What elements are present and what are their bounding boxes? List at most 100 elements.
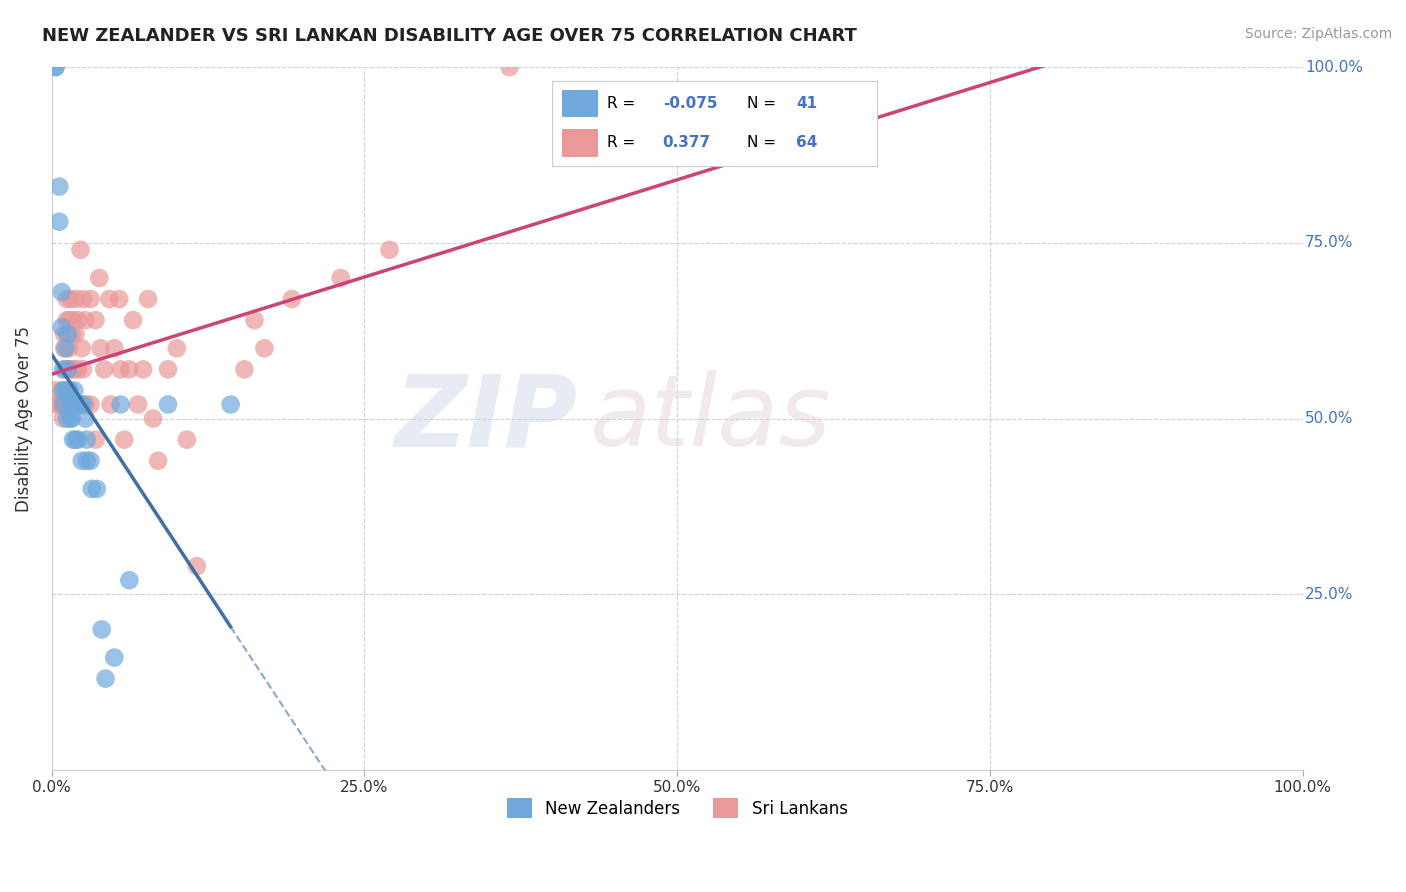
Point <box>253 341 276 355</box>
Text: 50.0%: 50.0% <box>1305 411 1354 426</box>
Point <box>65 433 87 447</box>
Point <box>51 285 73 299</box>
Point <box>79 292 101 306</box>
Point <box>79 454 101 468</box>
Point <box>55 384 77 398</box>
Point <box>84 433 107 447</box>
Point <box>70 341 93 355</box>
Point <box>60 411 83 425</box>
Point <box>75 411 97 425</box>
Point <box>60 327 83 342</box>
Text: 25.0%: 25.0% <box>1305 587 1354 602</box>
Point <box>59 292 82 306</box>
Point <box>72 397 94 411</box>
Point <box>52 411 75 425</box>
Point <box>69 397 91 411</box>
Point <box>59 411 82 425</box>
Point <box>52 397 75 411</box>
Point <box>70 454 93 468</box>
Point <box>75 397 97 411</box>
Point <box>84 313 107 327</box>
Point <box>89 271 111 285</box>
Point <box>66 313 89 327</box>
Point <box>93 362 115 376</box>
Point <box>60 362 83 376</box>
Point <box>48 397 70 411</box>
Point <box>56 362 79 376</box>
Point <box>45 397 67 411</box>
Point <box>53 341 76 355</box>
Point <box>66 397 89 411</box>
Point <box>55 341 77 355</box>
Point <box>55 327 77 342</box>
Point <box>55 292 77 306</box>
Point <box>72 292 94 306</box>
Point <box>56 397 79 411</box>
Point <box>56 327 79 342</box>
Point <box>66 362 89 376</box>
Point <box>52 397 75 411</box>
Text: atlas: atlas <box>589 370 831 467</box>
Point <box>62 433 84 447</box>
Point <box>110 397 132 411</box>
Point <box>63 397 86 411</box>
Point <box>127 397 149 411</box>
Point <box>142 411 165 425</box>
Point <box>98 292 121 306</box>
Point <box>157 397 180 411</box>
Point <box>58 384 80 398</box>
Point <box>53 327 76 342</box>
Point <box>110 362 132 376</box>
Point <box>75 313 97 327</box>
Point <box>72 362 94 376</box>
Point <box>146 454 169 468</box>
Point <box>55 362 77 376</box>
Point <box>243 313 266 327</box>
Point <box>56 362 79 376</box>
Point <box>112 433 135 447</box>
Point <box>55 397 77 411</box>
Point <box>65 327 87 342</box>
Point <box>63 362 86 376</box>
Text: Source: ZipAtlas.com: Source: ZipAtlas.com <box>1244 27 1392 41</box>
Legend: New Zealanders, Sri Lankans: New Zealanders, Sri Lankans <box>501 791 855 825</box>
Text: ZIP: ZIP <box>394 370 576 467</box>
Text: 100.0%: 100.0% <box>1305 60 1364 75</box>
Point <box>63 384 86 398</box>
Point <box>66 433 89 447</box>
Point <box>58 404 80 418</box>
Point <box>122 313 145 327</box>
Point <box>176 433 198 447</box>
Point <box>90 341 112 355</box>
Point <box>44 60 66 74</box>
Point <box>90 623 112 637</box>
Point <box>69 243 91 257</box>
Point <box>94 672 117 686</box>
Point <box>132 362 155 376</box>
Point <box>108 292 131 306</box>
Point <box>136 292 159 306</box>
Point <box>498 60 520 74</box>
Point <box>44 60 66 74</box>
Point <box>86 482 108 496</box>
Text: 75.0%: 75.0% <box>1305 235 1354 251</box>
Point <box>186 559 208 574</box>
Point <box>166 341 188 355</box>
Point <box>52 362 75 376</box>
Point <box>103 341 125 355</box>
Point <box>48 215 70 229</box>
Point <box>219 397 242 411</box>
Point <box>118 573 141 587</box>
Point <box>55 313 77 327</box>
Text: NEW ZEALANDER VS SRI LANKAN DISABILITY AGE OVER 75 CORRELATION CHART: NEW ZEALANDER VS SRI LANKAN DISABILITY A… <box>42 27 858 45</box>
Y-axis label: Disability Age Over 75: Disability Age Over 75 <box>15 326 32 511</box>
Point <box>65 292 87 306</box>
Point <box>55 411 77 425</box>
Point <box>157 362 180 376</box>
Point <box>58 384 80 398</box>
Point <box>48 179 70 194</box>
Point <box>44 384 66 398</box>
Point <box>103 650 125 665</box>
Point <box>60 397 83 411</box>
Point <box>52 384 75 398</box>
